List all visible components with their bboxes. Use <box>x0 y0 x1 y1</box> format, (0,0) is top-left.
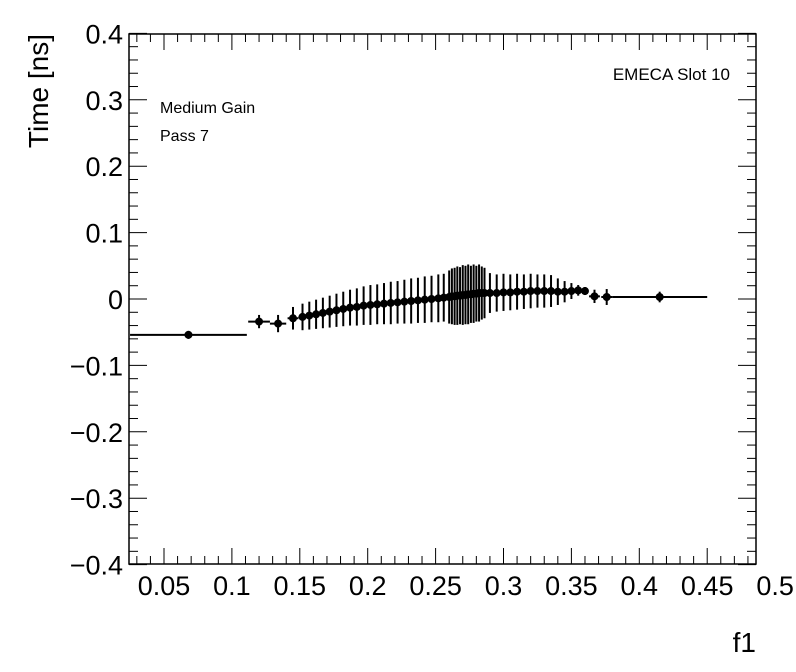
data-point <box>346 303 355 312</box>
gain-annotation: Medium Gain <box>160 100 255 117</box>
y-axis-ticks <box>129 32 756 566</box>
data-point <box>567 287 576 296</box>
data-point <box>274 319 283 328</box>
data-markers <box>184 286 664 339</box>
data-point <box>420 295 429 304</box>
pass-annotation: Pass 7 <box>160 128 209 145</box>
x-tick-label: 0.3 <box>485 571 523 601</box>
y-tick-label: −0.3 <box>70 484 123 514</box>
data-point <box>318 308 327 317</box>
data-point <box>580 287 589 296</box>
data-point <box>427 295 436 303</box>
data-point <box>255 317 264 326</box>
x-tick-labels: 0.05 0.1 0.15 0.2 0.25 0.3 0.35 0.4 0.45 0.5 <box>138 571 794 601</box>
y-tick-label: 0 <box>108 285 123 315</box>
y-tick-label: −0.1 <box>70 351 123 381</box>
data-point <box>513 287 522 296</box>
data-point <box>352 302 361 311</box>
y-tick-label: −0.2 <box>70 418 123 448</box>
data-point <box>386 298 395 307</box>
data-point <box>339 304 348 313</box>
data-point <box>289 314 298 323</box>
y-axis-title: Time [ns] <box>23 34 54 148</box>
data-point <box>655 293 664 302</box>
x-axis-title: f1 <box>733 627 756 658</box>
data-point <box>540 287 549 296</box>
data-point <box>379 299 388 308</box>
data-point <box>574 286 583 295</box>
x-tick-label: 0.45 <box>681 571 734 601</box>
y-tick-label: 0.3 <box>85 86 123 116</box>
data-point <box>553 287 562 296</box>
x-tick-label: 0.1 <box>213 571 251 601</box>
data-point <box>560 287 569 296</box>
y-tick-label: 0.1 <box>85 219 123 249</box>
y-tick-label: 0.4 <box>85 19 123 49</box>
data-point <box>499 288 508 297</box>
x-tick-label: 0.15 <box>274 571 327 601</box>
x-tick-label: 0.4 <box>621 571 659 601</box>
x-axis-ticks <box>136 34 749 564</box>
x-tick-label: 0.25 <box>409 571 462 601</box>
x-tick-label: 0.05 <box>138 571 191 601</box>
data-point <box>298 312 307 321</box>
data-point <box>332 306 341 315</box>
data-point <box>359 301 368 310</box>
y-tick-label: −0.4 <box>70 551 123 581</box>
data-point <box>590 292 599 301</box>
x-tick-label: 0.5 <box>756 571 794 601</box>
data-point <box>184 330 193 339</box>
data-point <box>602 293 611 302</box>
data-point <box>305 311 314 320</box>
x-tick-label: 0.35 <box>545 571 598 601</box>
data-point <box>533 287 542 296</box>
data-point <box>325 307 334 316</box>
data-point <box>400 297 409 306</box>
data-point <box>485 289 494 298</box>
data-point <box>492 289 501 298</box>
data-point <box>506 288 515 297</box>
data-point <box>407 296 416 305</box>
y-tick-labels: −0.4 −0.3 −0.2 −0.1 0 0.1 0.2 0.3 0.4 <box>70 19 123 580</box>
y-tick-label: 0.2 <box>85 152 123 182</box>
data-point <box>413 296 422 305</box>
data-point <box>519 287 528 296</box>
data-point <box>373 300 382 309</box>
data-point <box>312 310 321 319</box>
data-point <box>526 287 535 296</box>
x-tick-label: 0.2 <box>349 571 387 601</box>
data-point <box>547 287 556 296</box>
slot-annotation: EMECA Slot 10 <box>613 65 730 84</box>
data-point <box>393 298 402 307</box>
data-point <box>366 300 375 309</box>
